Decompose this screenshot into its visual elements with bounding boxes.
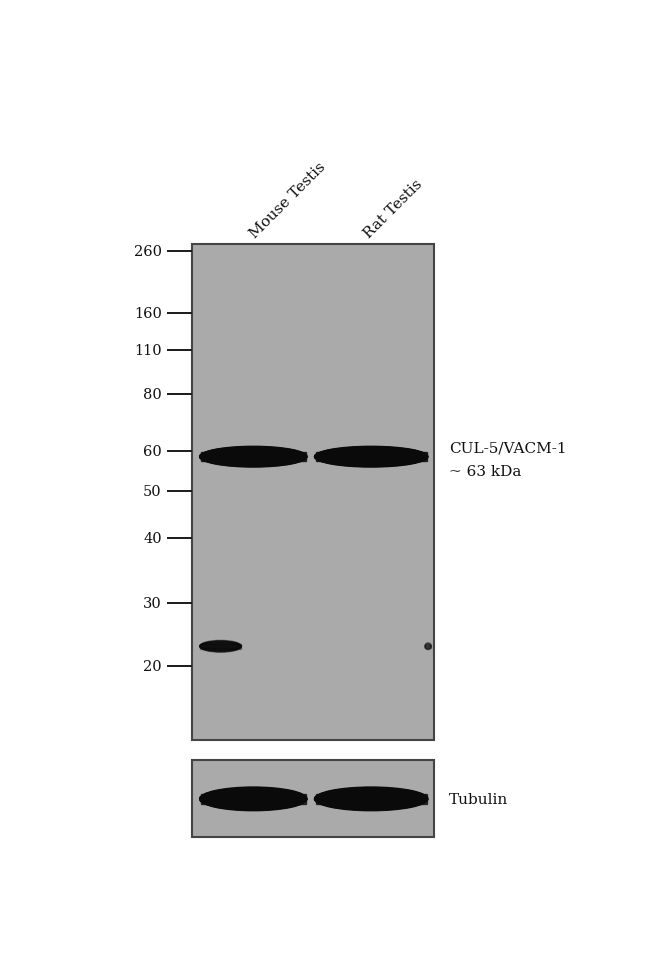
Ellipse shape	[200, 447, 307, 467]
Text: 40: 40	[143, 531, 162, 546]
Ellipse shape	[315, 450, 427, 464]
Ellipse shape	[315, 450, 427, 465]
Ellipse shape	[315, 447, 428, 468]
Ellipse shape	[425, 645, 432, 649]
Ellipse shape	[201, 452, 306, 462]
Ellipse shape	[425, 644, 432, 650]
Text: Rat Testis: Rat Testis	[361, 177, 425, 241]
Ellipse shape	[315, 791, 427, 807]
Ellipse shape	[315, 792, 427, 806]
Ellipse shape	[200, 449, 307, 466]
Ellipse shape	[200, 788, 307, 810]
Ellipse shape	[200, 451, 306, 464]
Ellipse shape	[200, 448, 307, 466]
Ellipse shape	[200, 450, 306, 464]
Ellipse shape	[315, 789, 428, 809]
Ellipse shape	[315, 787, 428, 811]
Ellipse shape	[425, 644, 432, 650]
Ellipse shape	[200, 641, 241, 652]
Ellipse shape	[200, 791, 306, 807]
Bar	[201, 794, 306, 804]
Text: 50: 50	[143, 484, 162, 498]
Text: 20: 20	[143, 659, 162, 674]
Bar	[201, 453, 306, 461]
Ellipse shape	[315, 791, 427, 807]
Text: Mouse Testis: Mouse Testis	[248, 160, 329, 241]
Ellipse shape	[316, 793, 426, 805]
Ellipse shape	[200, 641, 241, 653]
Ellipse shape	[201, 451, 306, 463]
Bar	[316, 453, 426, 461]
Ellipse shape	[315, 448, 428, 467]
Text: Tubulin: Tubulin	[449, 792, 508, 806]
Text: 60: 60	[143, 445, 162, 459]
Text: 110: 110	[135, 344, 162, 357]
Ellipse shape	[200, 448, 307, 467]
Ellipse shape	[315, 451, 427, 463]
Ellipse shape	[200, 789, 307, 809]
Ellipse shape	[425, 643, 432, 651]
Bar	[316, 794, 426, 804]
Ellipse shape	[316, 452, 426, 462]
Ellipse shape	[200, 643, 241, 651]
Ellipse shape	[315, 449, 428, 466]
Ellipse shape	[316, 451, 427, 463]
Ellipse shape	[316, 452, 426, 463]
Text: 260: 260	[134, 245, 162, 259]
Ellipse shape	[200, 791, 306, 807]
Ellipse shape	[200, 643, 241, 651]
Ellipse shape	[200, 790, 306, 808]
Text: CUL-5/VACM-1: CUL-5/VACM-1	[449, 441, 567, 456]
Bar	[200, 644, 241, 650]
Ellipse shape	[200, 643, 241, 650]
Bar	[425, 645, 432, 648]
Ellipse shape	[201, 792, 306, 806]
Text: 30: 30	[143, 597, 162, 610]
Ellipse shape	[201, 452, 306, 463]
Ellipse shape	[316, 793, 426, 805]
Ellipse shape	[315, 449, 427, 465]
Ellipse shape	[200, 449, 306, 465]
Ellipse shape	[315, 451, 427, 464]
Ellipse shape	[201, 451, 306, 463]
Ellipse shape	[201, 793, 306, 805]
Ellipse shape	[315, 788, 428, 810]
Ellipse shape	[316, 792, 427, 806]
Ellipse shape	[200, 790, 306, 808]
Ellipse shape	[315, 790, 427, 808]
Ellipse shape	[315, 788, 428, 810]
Ellipse shape	[315, 790, 427, 808]
Ellipse shape	[200, 449, 306, 465]
Ellipse shape	[200, 788, 307, 810]
Ellipse shape	[200, 641, 241, 653]
Ellipse shape	[200, 447, 307, 468]
Ellipse shape	[200, 790, 306, 808]
Ellipse shape	[200, 789, 307, 809]
Ellipse shape	[200, 642, 241, 652]
Ellipse shape	[201, 792, 306, 806]
Ellipse shape	[425, 644, 432, 650]
Bar	[192, 245, 434, 741]
Ellipse shape	[200, 642, 241, 652]
Ellipse shape	[315, 449, 427, 465]
Text: ~ 63 kDa: ~ 63 kDa	[449, 465, 521, 479]
Ellipse shape	[315, 447, 428, 467]
Ellipse shape	[200, 787, 307, 811]
Ellipse shape	[315, 448, 428, 466]
Ellipse shape	[315, 789, 428, 809]
Ellipse shape	[315, 790, 427, 808]
Text: 160: 160	[134, 307, 162, 321]
Ellipse shape	[201, 793, 306, 805]
Bar	[192, 760, 434, 837]
Text: 80: 80	[143, 388, 162, 402]
Ellipse shape	[200, 450, 306, 465]
